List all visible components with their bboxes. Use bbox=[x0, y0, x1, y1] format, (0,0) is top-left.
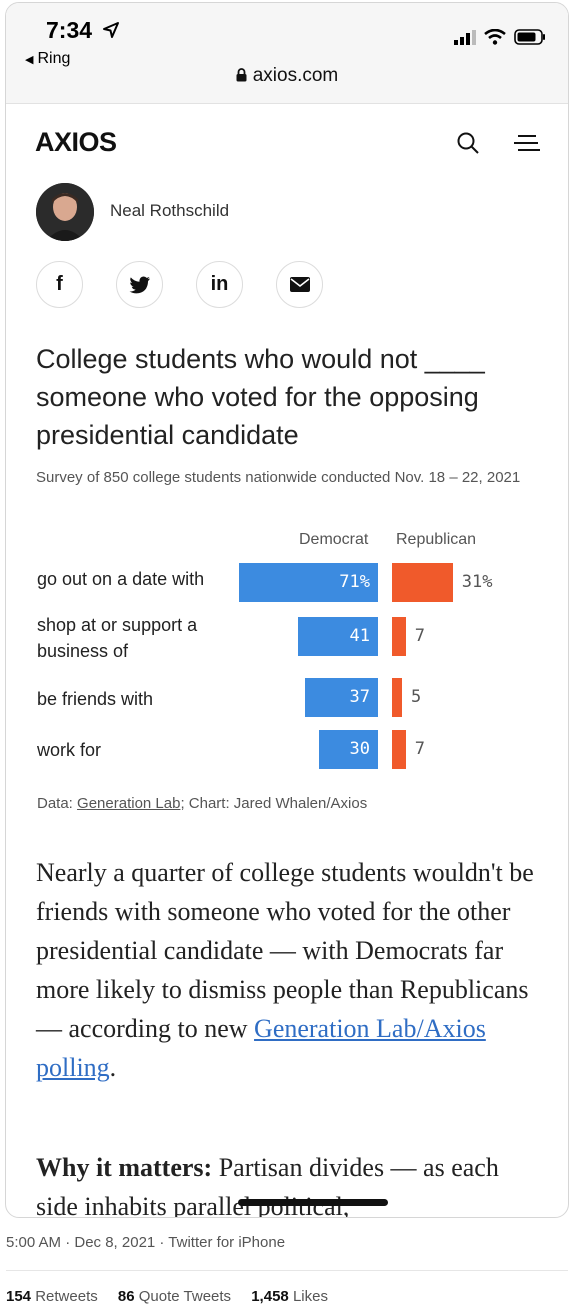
source-suffix: ; Chart: Jared Whalen/Axios bbox=[180, 795, 368, 812]
article-paragraph-2: Why it matters: Partisan divides — as ea… bbox=[36, 1148, 541, 1217]
paragraph-text: Nearly a quarter of college students wou… bbox=[36, 858, 534, 1043]
category-label: go out on a date with bbox=[37, 569, 205, 589]
divider bbox=[6, 1270, 568, 1271]
author-name[interactable]: Neal Rothschild bbox=[110, 201, 230, 220]
democrat-value-label: 30 bbox=[349, 739, 370, 759]
share-email-button[interactable] bbox=[276, 261, 323, 308]
retweets-count: 154 bbox=[6, 1288, 32, 1305]
republican-bar bbox=[392, 563, 453, 602]
tweet-timestamp[interactable]: 5:00 AM · Dec 8, 2021 · Twitter for iPho… bbox=[6, 1234, 286, 1251]
republican-value-label: 7 bbox=[414, 739, 425, 759]
share-facebook-button[interactable]: f bbox=[36, 261, 83, 308]
browser-status-bar: 7:34 ◀ Ring bbox=[6, 3, 568, 104]
likes-count: 1,458 bbox=[251, 1288, 289, 1305]
status-icons bbox=[454, 29, 546, 45]
axios-logo[interactable]: AXIOS bbox=[35, 127, 117, 157]
search-icon[interactable] bbox=[456, 131, 480, 155]
democrat-bar bbox=[297, 617, 378, 656]
democrat-value-label: 37 bbox=[349, 687, 370, 707]
source-link[interactable]: Generation Lab bbox=[77, 795, 181, 812]
lock-icon bbox=[236, 68, 247, 82]
author-avatar[interactable] bbox=[36, 183, 94, 241]
menu-icon[interactable] bbox=[514, 133, 540, 153]
legend-democrat: Democrat bbox=[299, 531, 369, 548]
twitter-icon bbox=[129, 276, 150, 293]
battery-icon bbox=[514, 29, 545, 45]
quote-tweets-stat[interactable]: 86 Quote Tweets bbox=[118, 1288, 231, 1305]
quotes-label: Quote Tweets bbox=[138, 1288, 232, 1305]
democrat-value-label: 41 bbox=[349, 626, 370, 646]
location-arrow-icon bbox=[103, 22, 119, 38]
cellular-signal-icon bbox=[454, 30, 476, 45]
status-time: 7:34 bbox=[46, 17, 93, 43]
republican-value-label: 31% bbox=[461, 572, 493, 592]
category-label: shop at or support a business of bbox=[37, 615, 198, 661]
democrat-value-label: 71% bbox=[339, 572, 370, 592]
address-bar[interactable]: axios.com bbox=[6, 65, 568, 87]
republican-bar bbox=[392, 617, 406, 656]
republican-value-label: 5 bbox=[411, 687, 422, 707]
republican-bar bbox=[392, 678, 402, 717]
share-twitter-button[interactable] bbox=[116, 261, 163, 308]
paragraph-end: . bbox=[109, 1053, 117, 1082]
back-triangle-icon: ◀ bbox=[25, 54, 34, 66]
facebook-icon: f bbox=[56, 273, 63, 295]
chart-source: Data: Generation Lab; Chart: Jared Whale… bbox=[37, 795, 367, 812]
share-linkedin-button[interactable]: in bbox=[196, 261, 243, 308]
republican-value-label: 7 bbox=[414, 626, 425, 646]
wifi-icon bbox=[484, 29, 506, 45]
back-app-label: Ring bbox=[37, 50, 71, 67]
tweet-stats: 154 Retweets 86 Quote Tweets 1,458 Likes bbox=[6, 1288, 344, 1305]
home-indicator[interactable] bbox=[238, 1199, 388, 1206]
phone-screenshot: 7:34 ◀ Ring bbox=[5, 2, 569, 1218]
retweets-label: Retweets bbox=[35, 1288, 98, 1305]
legend-republican: Republican bbox=[396, 531, 477, 548]
article-link[interactable]: Generation Lab/Axios polling bbox=[36, 1014, 486, 1082]
likes-stat[interactable]: 1,458 Likes bbox=[251, 1288, 328, 1305]
email-icon bbox=[289, 277, 310, 292]
democrat-bar bbox=[238, 563, 378, 602]
republican-bar bbox=[392, 730, 406, 769]
source-prefix: Data: bbox=[37, 795, 78, 812]
why-it-matters-label: Why it matters: bbox=[36, 1153, 213, 1182]
linkedin-icon: in bbox=[210, 273, 229, 295]
likes-label: Likes bbox=[292, 1288, 328, 1305]
category-label: work for bbox=[37, 740, 102, 760]
avatar-image bbox=[36, 183, 94, 241]
chart-title: College students who would not ____ some… bbox=[36, 344, 485, 450]
democrat-bar bbox=[319, 730, 378, 769]
quotes-count: 86 bbox=[117, 1288, 135, 1305]
category-label: be friends with bbox=[37, 689, 154, 709]
url-text: axios.com bbox=[252, 65, 339, 86]
article-paragraph-1: Nearly a quarter of college students wou… bbox=[36, 853, 541, 1087]
back-to-app-link[interactable]: ◀ Ring bbox=[25, 50, 70, 68]
democrat-bar bbox=[305, 678, 378, 717]
chart-subtitle: Survey of 850 college students nationwid… bbox=[36, 469, 521, 486]
retweets-stat[interactable]: 154 Retweets bbox=[6, 1288, 98, 1305]
